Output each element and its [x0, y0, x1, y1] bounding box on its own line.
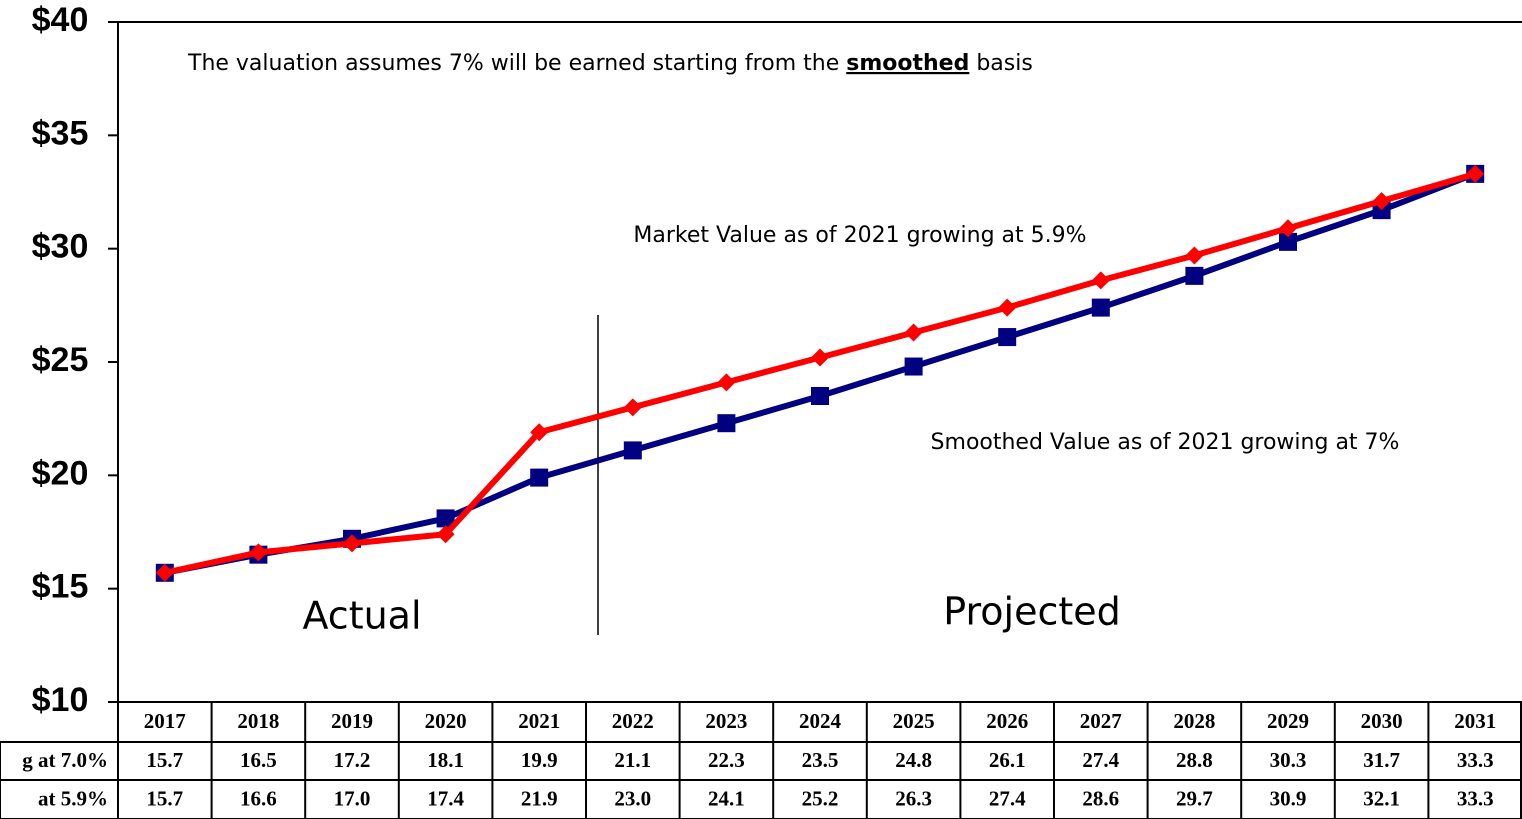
table-cell: 23.0 — [614, 786, 651, 810]
y-tick-label: $25 — [32, 341, 89, 379]
x-tick-label: 2022 — [612, 709, 654, 733]
marker — [998, 298, 1017, 317]
table-cell: 28.6 — [1082, 786, 1119, 810]
table-cell: 23.5 — [802, 748, 839, 772]
row-label: at 5.9% — [38, 786, 108, 810]
annotation: Actual — [302, 594, 421, 638]
note-part: basis — [969, 51, 1032, 76]
y-tick-label: $10 — [32, 681, 89, 719]
table-cell: 25.2 — [802, 786, 839, 810]
x-tick-label: 2028 — [1173, 709, 1215, 733]
marker — [530, 423, 549, 442]
table-cell: 15.7 — [146, 786, 183, 810]
marker — [1091, 271, 1110, 290]
marker — [436, 525, 455, 544]
x-tick-label: 2019 — [331, 709, 373, 733]
marker — [811, 348, 829, 367]
x-tick-label: 2024 — [799, 709, 842, 733]
table-cell: 33.3 — [1457, 748, 1494, 772]
y-tick-label: $20 — [32, 454, 89, 492]
table-cell: 29.7 — [1176, 786, 1213, 810]
y-tick-label: $35 — [32, 114, 89, 152]
table-cell: 21.1 — [614, 748, 651, 772]
table-cell: 18.1 — [427, 748, 464, 772]
marker — [904, 357, 923, 376]
marker — [1185, 266, 1204, 285]
row-label: g at 7.0% — [22, 748, 108, 772]
marker — [623, 441, 642, 460]
marker — [155, 563, 174, 582]
x-tick-label: 2020 — [425, 709, 467, 733]
table-cell: 24.8 — [895, 748, 932, 772]
marker — [343, 534, 361, 553]
x-tick-label: 2030 — [1361, 709, 1403, 733]
table-cell: 16.6 — [240, 786, 277, 810]
marker — [1372, 192, 1391, 211]
table-cell: 17.2 — [334, 748, 371, 772]
table-cell: 24.1 — [708, 786, 745, 810]
table-cell: 31.7 — [1363, 748, 1400, 772]
annotation: Smoothed Value as of 2021 growing at 7% — [931, 430, 1400, 455]
marker — [717, 373, 736, 392]
x-tick-label: 2029 — [1267, 709, 1309, 733]
marker — [1372, 201, 1391, 220]
table-cell: 26.3 — [895, 786, 932, 810]
table-cell: 32.1 — [1363, 786, 1400, 810]
x-tick-label: 2021 — [518, 709, 560, 733]
table-cell: 15.7 — [146, 748, 183, 772]
marker — [249, 543, 268, 562]
x-tick-label: 2031 — [1454, 709, 1496, 733]
table-cell: 30.9 — [1270, 786, 1307, 810]
table-cell: 21.9 — [521, 786, 558, 810]
x-tick-label: 2027 — [1080, 709, 1122, 733]
x-tick-label: 2017 — [144, 709, 186, 733]
annotation: Market Value as of 2021 growing at 5.9% — [633, 223, 1086, 248]
table-cell: 22.3 — [708, 748, 745, 772]
table-cell: 17.0 — [334, 786, 371, 810]
marker — [436, 509, 455, 528]
table-cell: 30.3 — [1270, 748, 1307, 772]
table-cell: 16.5 — [240, 748, 277, 772]
marker — [1091, 298, 1110, 317]
y-tick-label: $30 — [32, 228, 89, 266]
table-cell: 27.4 — [989, 786, 1026, 810]
table-cell: 17.4 — [427, 786, 464, 810]
marker — [998, 328, 1017, 347]
note: The valuation assumes 7% will be earned … — [187, 51, 1033, 76]
note-part: smoothed — [846, 51, 969, 76]
marker — [811, 387, 829, 405]
x-tick-label: 2018 — [237, 709, 279, 733]
x-tick-label: 2023 — [705, 709, 747, 733]
marker — [1466, 164, 1485, 183]
annotation: Projected — [943, 590, 1121, 634]
marker — [717, 414, 736, 433]
marker — [904, 323, 923, 342]
x-tick-label: 2026 — [986, 709, 1028, 733]
y-tick-label: $40 — [32, 1, 89, 39]
marker — [1185, 246, 1204, 265]
y-tick-label: $15 — [32, 568, 89, 606]
marker — [1279, 219, 1297, 238]
table-cell: 19.9 — [521, 748, 558, 772]
marker — [530, 468, 549, 487]
marker — [1279, 232, 1297, 251]
table-cell: 27.4 — [1082, 748, 1119, 772]
note-part: The valuation assumes 7% will be earned … — [187, 51, 846, 76]
x-tick-label: 2025 — [893, 709, 935, 733]
table-cell: 28.8 — [1176, 748, 1213, 772]
table-cell: 26.1 — [989, 748, 1026, 772]
table-cell: 33.3 — [1457, 786, 1494, 810]
marker — [623, 398, 642, 417]
